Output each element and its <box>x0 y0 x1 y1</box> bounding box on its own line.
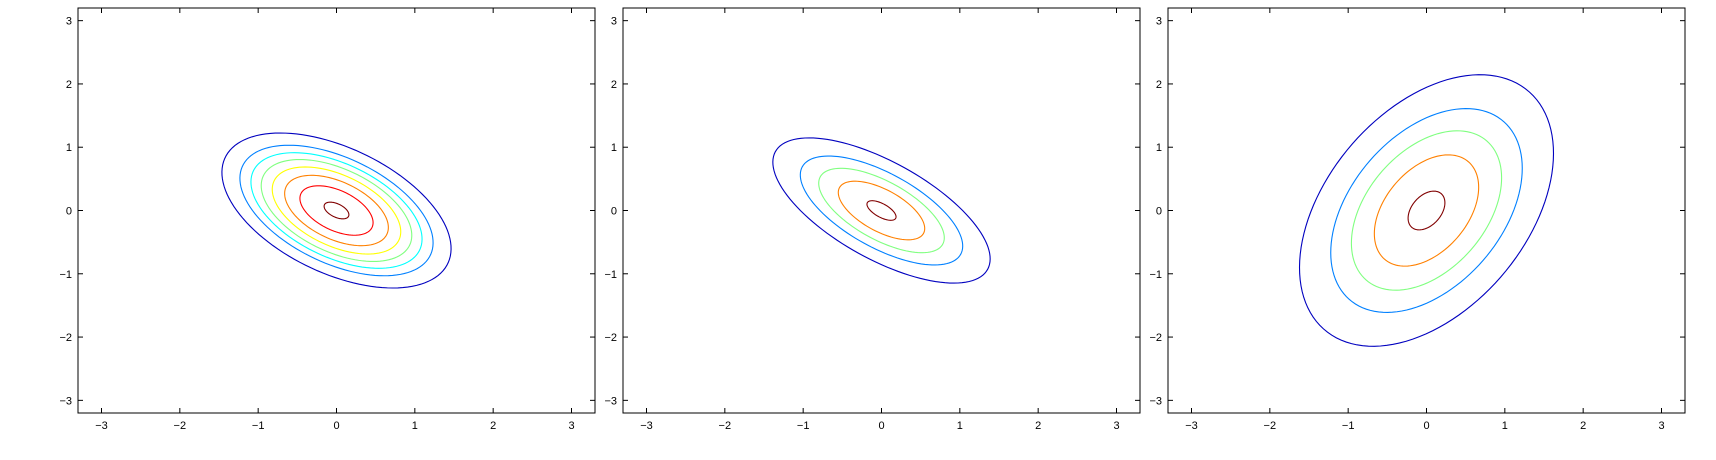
contour-level-4 <box>799 155 964 266</box>
axes-frame <box>77 7 596 414</box>
x-tick-label: −3 <box>640 420 653 432</box>
x-tick-label: −1 <box>797 420 810 432</box>
x-tick-label: 2 <box>1580 420 1586 432</box>
x-tick-label: 1 <box>412 420 418 432</box>
x-tick-label: 3 <box>1658 420 1664 432</box>
contour-level-1 <box>323 201 350 220</box>
x-tick-label: 0 <box>1423 420 1429 432</box>
y-tick-label: 1 <box>611 142 617 154</box>
contour-level-8 <box>221 132 452 289</box>
y-tick-label: 3 <box>66 16 72 28</box>
y-tick-label: −2 <box>1149 332 1162 344</box>
y-tick-label: 2 <box>611 79 617 91</box>
y-tick-label: −3 <box>604 395 617 407</box>
contour-level-5 <box>260 158 413 263</box>
y-tick-label: −1 <box>604 269 617 281</box>
y-tick-label: 3 <box>1156 16 1162 28</box>
y-tick-label: 2 <box>66 79 72 91</box>
contour-level-5 <box>1298 74 1555 347</box>
contour-level-2 <box>299 185 374 236</box>
y-tick-label: 0 <box>1156 206 1162 218</box>
contour-level-2 <box>837 180 926 241</box>
y-tick-label: 0 <box>611 206 617 218</box>
x-tick-label: 0 <box>878 420 884 432</box>
contour-panel-2: −3 −2 −1 0 1 2 3 −3 −2 −1 0 1 2 3 <box>604 7 1141 432</box>
y-tick-label: 2 <box>1156 79 1162 91</box>
contour-panel-3: −3 −2 −1 0 1 2 3 −3 −2 −1 0 1 2 3 <box>1149 7 1686 432</box>
x-tick-label: −2 <box>719 420 732 432</box>
contour-level-3 <box>818 167 945 254</box>
axes-frame <box>622 7 1141 414</box>
axes-frame <box>1167 7 1686 414</box>
y-tick-label: −2 <box>604 332 617 344</box>
contour-level-1 <box>1407 190 1446 231</box>
x-tick-label: −3 <box>95 420 108 432</box>
y-tick-label: −1 <box>1149 269 1162 281</box>
contour-level-7 <box>239 144 434 277</box>
contour-level-6 <box>250 152 423 269</box>
contour-level-3 <box>284 174 389 247</box>
x-tick-label: 3 <box>1113 420 1119 432</box>
contour-level-3 <box>1350 130 1503 291</box>
x-tick-label: −1 <box>252 420 265 432</box>
x-tick-label: 2 <box>490 420 496 432</box>
contour-level-4 <box>1330 108 1523 313</box>
y-tick-label: −1 <box>59 269 72 281</box>
x-tick-label: 1 <box>1502 420 1508 432</box>
contour-panel-1: −3 −2 −1 0 1 2 3 −3 −2 −1 0 1 2 3 <box>59 7 596 432</box>
contour-level-2 <box>1373 154 1480 267</box>
x-tick-label: 2 <box>1035 420 1041 432</box>
y-tick-label: 0 <box>66 206 72 218</box>
y-tick-label: 1 <box>1156 142 1162 154</box>
y-tick-label: 3 <box>611 16 617 28</box>
x-tick-label: 3 <box>568 420 574 432</box>
y-tick-label: 1 <box>66 142 72 154</box>
y-tick-label: −2 <box>59 332 72 344</box>
contour-level-1 <box>866 200 897 221</box>
x-tick-label: −1 <box>1342 420 1355 432</box>
x-tick-label: 1 <box>957 420 963 432</box>
y-tick-label: −3 <box>59 395 72 407</box>
x-tick-label: −2 <box>1264 420 1277 432</box>
y-tick-label: −3 <box>1149 395 1162 407</box>
x-tick-label: 0 <box>333 420 339 432</box>
contour-level-5 <box>772 137 991 284</box>
x-tick-label: −2 <box>174 420 187 432</box>
contour-level-4 <box>271 166 402 255</box>
x-tick-label: −3 <box>1185 420 1198 432</box>
